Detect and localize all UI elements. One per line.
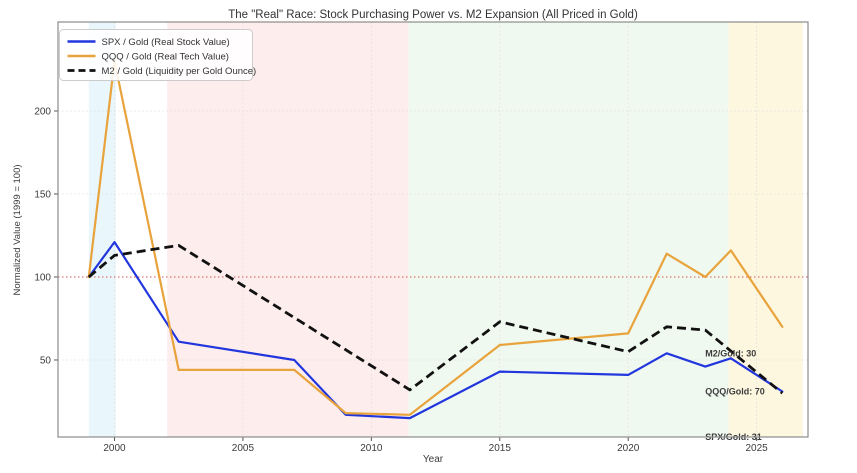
series-lines xyxy=(87,60,784,420)
x-axis-tick-label: 2025 xyxy=(746,443,769,454)
legend-label-spx-gold: SPX / Gold (Real Stock Value) xyxy=(102,37,230,48)
x-axis-tick-label: 2005 xyxy=(232,443,255,454)
axes: 2000 2005 2010 2015 2020 2025 50 100 150 200 xyxy=(34,21,809,454)
legend-box xyxy=(59,29,253,81)
era-bands xyxy=(88,22,803,437)
y-axis-tick-label: 150 xyxy=(34,189,51,200)
annotation-m2-final: M2/Gold: 30 xyxy=(705,348,756,358)
x-axis-tick-label: 2010 xyxy=(360,443,383,454)
series-line-m2-gold xyxy=(87,243,784,395)
y-axis-label: Normalized Value (1999 = 100) xyxy=(12,164,23,295)
era-band-new-gold-era xyxy=(728,22,803,437)
series-line-qqq-gold xyxy=(87,60,784,416)
plot-border xyxy=(57,21,809,438)
era-band-stock-era xyxy=(408,22,729,437)
legend: SPX / Gold (Real Stock Value) QQQ / Gold … xyxy=(59,29,257,81)
x-axis-tick-label: 2020 xyxy=(617,443,640,454)
x-axis-label: Year xyxy=(423,454,444,465)
x-axis-tick-label: 2000 xyxy=(103,443,126,454)
legend-label-m2-gold: M2 / Gold (Liquidity per Gold Ounce) xyxy=(102,66,257,77)
legend-label-qqq-gold: QQQ / Gold (Real Tech Value) xyxy=(102,52,229,63)
y-axis-tick-label: 200 xyxy=(34,106,51,117)
chart-title: The "Real" Race: Stock Purchasing Power … xyxy=(228,9,638,21)
y-axis-tick-label: 50 xyxy=(40,355,52,366)
era-band-gold-bull-era xyxy=(167,22,409,437)
annotation-qqq-final: QQQ/Gold: 70 xyxy=(705,387,765,397)
series-line-spx-gold xyxy=(87,241,784,420)
y-axis-tick-label: 100 xyxy=(34,272,51,283)
x-axis-tick-label: 2015 xyxy=(489,443,512,454)
